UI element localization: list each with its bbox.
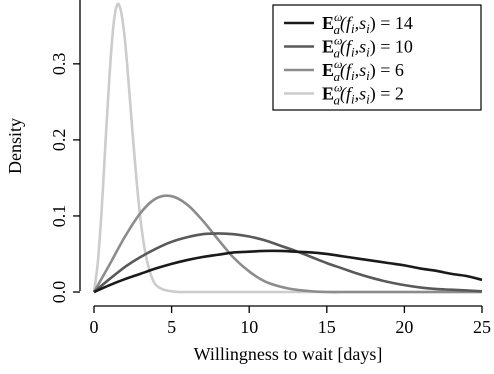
series-line-1	[93, 249, 483, 294]
x-tick-label: 25	[473, 317, 491, 337]
legend-entry: Eω a(fi,si) = 10	[284, 34, 413, 61]
legend-entry: Eω a(fi,si) = 2	[284, 81, 404, 108]
legend-entry: Eω a(fi,si) = 14	[284, 10, 413, 37]
series-line-3	[92, 194, 482, 294]
legend-entry: Eω a(fi,si) = 6	[284, 57, 404, 84]
x-tick-label: 5	[167, 317, 176, 337]
series-lines	[92, 2, 483, 294]
y-tick-label: 0.3	[49, 53, 69, 75]
x-tick-label: 20	[395, 317, 413, 337]
legend-label: Eω a(fi,si) = 14	[322, 10, 413, 37]
x-axis-label: Willingness to wait [days]	[194, 344, 383, 364]
series-line-2	[93, 232, 483, 293]
y-axis-label: Density	[5, 118, 25, 174]
y-tick-label: 0.2	[49, 129, 69, 152]
legend-label: Eω a(fi,si) = 10	[322, 34, 413, 61]
x-tick-label: 10	[240, 317, 258, 337]
legend-label: Eω a(fi,si) = 2	[322, 81, 404, 108]
legend-label: Eω a(fi,si) = 6	[322, 57, 404, 84]
y-ticks: 0.0 0.1 0.2 0.3	[49, 53, 80, 304]
y-tick-label: 0.1	[49, 205, 69, 228]
series-line-4	[92, 2, 482, 294]
x-ticks: 0 5 10 15 20 25	[90, 306, 491, 337]
x-tick-label: 0	[90, 317, 99, 337]
x-tick-label: 15	[318, 317, 336, 337]
y-tick-label: 0.0	[49, 281, 69, 304]
